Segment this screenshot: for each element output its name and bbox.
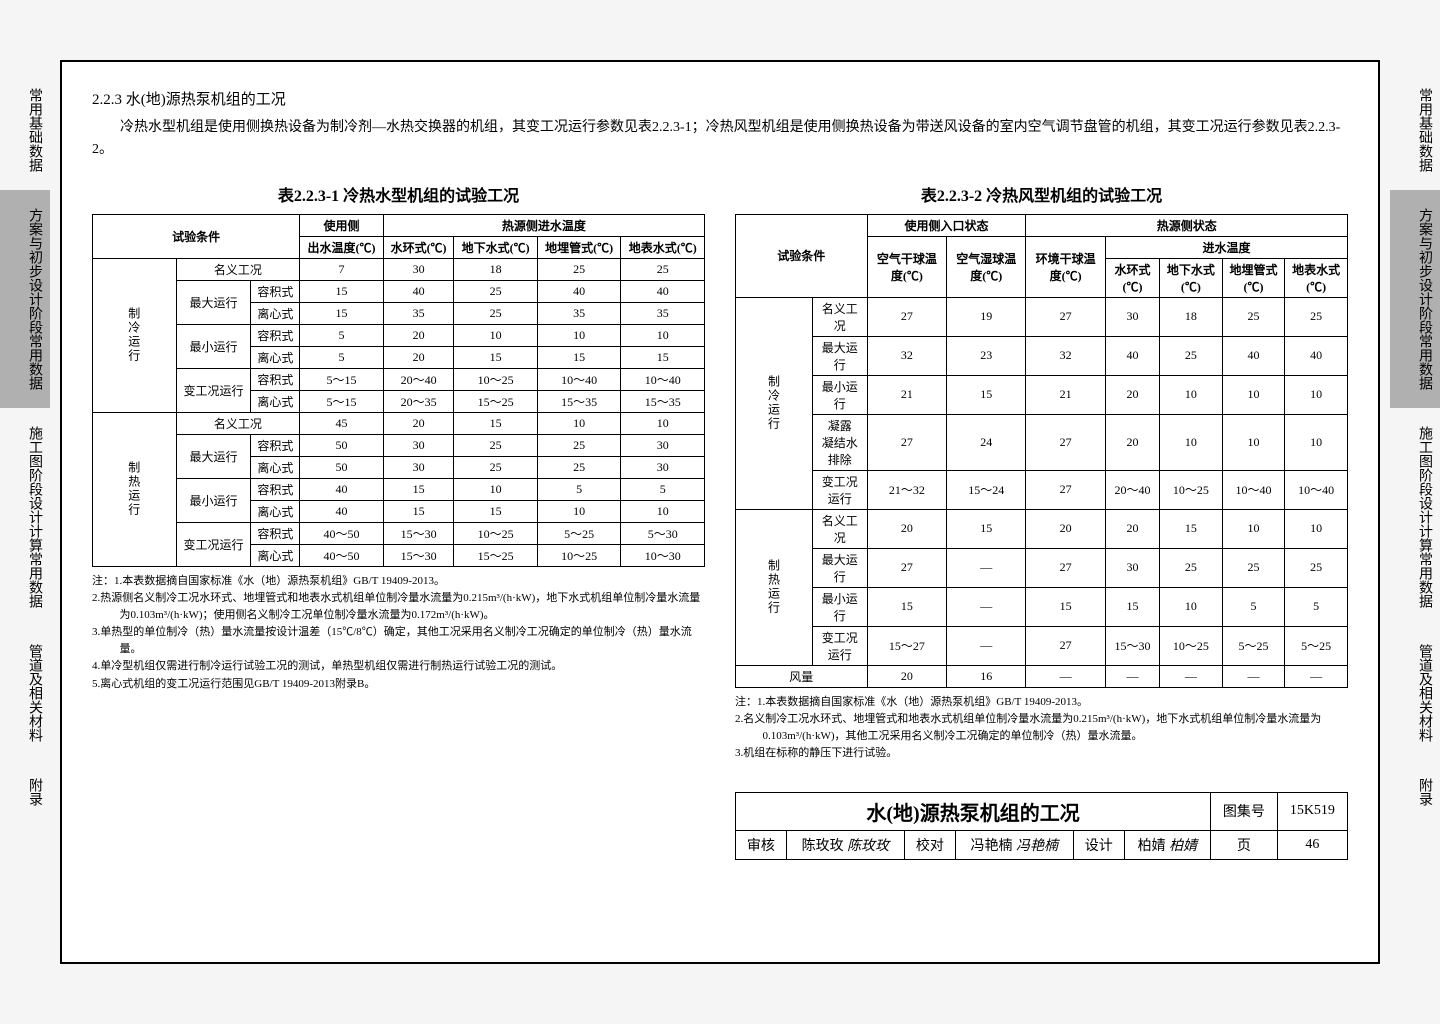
tab-r5[interactable]: 附录 bbox=[1390, 760, 1440, 824]
tab-5[interactable]: 附录 bbox=[0, 760, 50, 824]
left-tabs: 常用基础数据 方案与初步设计阶段常用数据 施工图阶段设计计算常用数据 管道及相关… bbox=[0, 0, 50, 1024]
tab-r3[interactable]: 施工图阶段设计计算常用数据 bbox=[1390, 408, 1440, 626]
tab-r1[interactable]: 常用基础数据 bbox=[1390, 70, 1440, 190]
table-1-caption: 表2.2.3-1 冷热水型机组的试验工况 bbox=[92, 182, 705, 206]
intro-paragraph: 冷热水型机组是使用侧换热设备为制冷剂—水热交换器的机组，其变工况运行参数见表2.… bbox=[92, 117, 1348, 162]
title-block: 水(地)源热泵机组的工况 图集号 15K519 审核陈玫玫 陈玫玫 校对冯艳楠 … bbox=[735, 792, 1348, 860]
table-2-caption: 表2.2.3-2 冷热风型机组的试验工况 bbox=[735, 182, 1348, 206]
tab-r4[interactable]: 管道及相关材料 bbox=[1390, 626, 1440, 760]
table-1-notes: 注：1.本表数据摘自国家标准《水（地）源热泵机组》GB/T 19409-2013… bbox=[92, 573, 705, 693]
table-2-notes: 注：1.本表数据摘自国家标准《水（地）源热泵机组》GB/T 19409-2013… bbox=[735, 694, 1348, 762]
tab-3[interactable]: 施工图阶段设计计算常用数据 bbox=[0, 408, 50, 626]
tab-2[interactable]: 方案与初步设计阶段常用数据 bbox=[0, 190, 50, 408]
table-2: 试验条件 使用侧入口状态 热源侧状态 空气干球温度(℃)空气湿球温度(℃)环境干… bbox=[735, 214, 1348, 688]
table-2-block: 表2.2.3-2 冷热风型机组的试验工况 试验条件 使用侧入口状态 热源侧状态 … bbox=[735, 174, 1348, 860]
tab-4[interactable]: 管道及相关材料 bbox=[0, 626, 50, 760]
table-1: 试验条件 使用侧 热源侧进水温度 出水温度(℃) 水环式(℃)地下水式(℃)地埋… bbox=[92, 214, 705, 567]
table-1-block: 表2.2.3-1 冷热水型机组的试验工况 试验条件 使用侧 热源侧进水温度 出水… bbox=[92, 174, 705, 860]
tab-r2[interactable]: 方案与初步设计阶段常用数据 bbox=[1390, 190, 1440, 408]
main-content: 2.2.3 水(地)源热泵机组的工况 冷热水型机组是使用侧换热设备为制冷剂—水热… bbox=[60, 60, 1380, 964]
tab-1[interactable]: 常用基础数据 bbox=[0, 70, 50, 190]
section-heading: 2.2.3 水(地)源热泵机组的工况 bbox=[92, 88, 1348, 109]
right-tabs: 常用基础数据 方案与初步设计阶段常用数据 施工图阶段设计计算常用数据 管道及相关… bbox=[1390, 0, 1440, 1024]
